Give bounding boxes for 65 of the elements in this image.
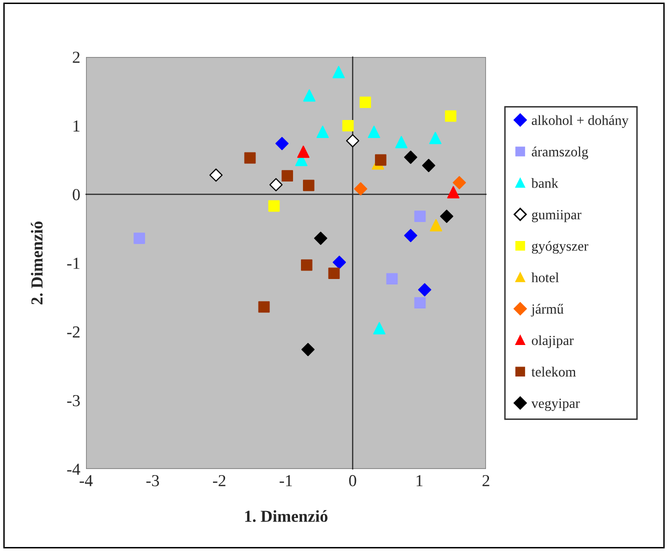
- point: [275, 136, 289, 150]
- legend-label: vegyipar: [531, 398, 580, 411]
- point: [368, 126, 380, 138]
- x-tick-label: 0: [349, 475, 356, 486]
- x-tick-label: -4: [80, 475, 93, 486]
- y-tick-label: -2: [67, 326, 80, 338]
- legend-label: bank: [531, 178, 558, 188]
- legend-label: telekom: [531, 366, 576, 377]
- x-tick-label: -3: [146, 475, 159, 486]
- point: [386, 273, 398, 284]
- point: [418, 283, 432, 296]
- point: [302, 180, 314, 192]
- point: [300, 259, 312, 271]
- point: [346, 134, 360, 148]
- x-axis-title: 1. Dimenzió: [245, 510, 328, 522]
- point: [404, 150, 418, 164]
- point: [430, 219, 442, 232]
- x-tick-label: 1: [416, 475, 422, 486]
- x-tick-label: -1: [280, 475, 292, 486]
- point: [395, 136, 408, 148]
- legend-label: hotel: [531, 272, 559, 282]
- point: [360, 96, 372, 108]
- y-tick-label: -4: [67, 464, 80, 475]
- point: [301, 342, 315, 356]
- legend-label: alkohol + dohány: [532, 115, 629, 128]
- x-tick-label: 2: [482, 475, 490, 486]
- point: [342, 120, 354, 132]
- point: [452, 176, 466, 190]
- point: [374, 154, 386, 166]
- point: [447, 186, 460, 198]
- point: [303, 89, 316, 102]
- point: [209, 168, 223, 182]
- y-tick-label: 0: [72, 189, 80, 200]
- y-tick-label: -3: [67, 395, 80, 406]
- point: [134, 232, 146, 244]
- legend-label: gyógyszer: [532, 241, 588, 254]
- point: [373, 322, 386, 334]
- point: [328, 268, 340, 280]
- point: [332, 66, 345, 78]
- y-tick-label: 1: [74, 120, 80, 132]
- point: [268, 200, 280, 212]
- point: [332, 256, 346, 269]
- point: [444, 110, 456, 122]
- point: [354, 182, 368, 196]
- y-tick-label: -1: [67, 258, 80, 269]
- legend-label: áramszolg: [532, 146, 588, 160]
- point: [429, 132, 442, 144]
- point: [269, 178, 283, 192]
- point: [244, 152, 256, 164]
- legend-label: olajipar: [532, 335, 574, 348]
- point: [316, 126, 329, 138]
- y-tick-label: 2: [72, 52, 80, 63]
- point: [314, 232, 328, 245]
- legend-label: jármű: [530, 304, 564, 317]
- point: [282, 170, 294, 182]
- point: [440, 210, 454, 223]
- y-axis-title: 2. Dimenzió: [30, 222, 43, 304]
- point: [404, 228, 418, 242]
- legend-label: gumiipar: [532, 210, 582, 222]
- x-tick-label: -2: [213, 475, 226, 486]
- point: [414, 210, 426, 222]
- point: [258, 301, 270, 313]
- point: [422, 158, 436, 172]
- point: [414, 297, 426, 309]
- point: [297, 146, 310, 158]
